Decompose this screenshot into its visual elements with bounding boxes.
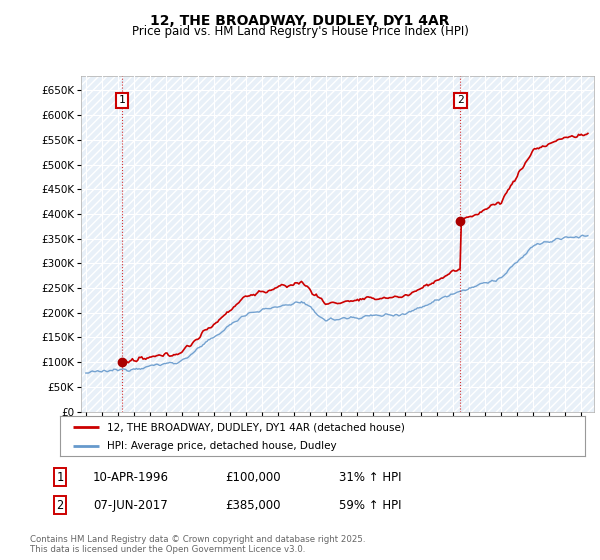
Text: 07-JUN-2017: 07-JUN-2017 bbox=[93, 498, 168, 512]
Text: 31% ↑ HPI: 31% ↑ HPI bbox=[339, 470, 401, 484]
Text: Contains HM Land Registry data © Crown copyright and database right 2025.
This d: Contains HM Land Registry data © Crown c… bbox=[30, 535, 365, 554]
Text: HPI: Average price, detached house, Dudley: HPI: Average price, detached house, Dudl… bbox=[107, 441, 337, 451]
Text: 12, THE BROADWAY, DUDLEY, DY1 4AR: 12, THE BROADWAY, DUDLEY, DY1 4AR bbox=[150, 14, 450, 28]
Text: 2: 2 bbox=[56, 498, 64, 512]
Text: £385,000: £385,000 bbox=[225, 498, 281, 512]
Text: £100,000: £100,000 bbox=[225, 470, 281, 484]
Text: 2: 2 bbox=[457, 95, 464, 105]
Text: 10-APR-1996: 10-APR-1996 bbox=[93, 470, 169, 484]
Text: 1: 1 bbox=[56, 470, 64, 484]
Text: Price paid vs. HM Land Registry's House Price Index (HPI): Price paid vs. HM Land Registry's House … bbox=[131, 25, 469, 38]
Text: 12, THE BROADWAY, DUDLEY, DY1 4AR (detached house): 12, THE BROADWAY, DUDLEY, DY1 4AR (detac… bbox=[107, 422, 405, 432]
Text: 59% ↑ HPI: 59% ↑ HPI bbox=[339, 498, 401, 512]
Text: 1: 1 bbox=[119, 95, 125, 105]
